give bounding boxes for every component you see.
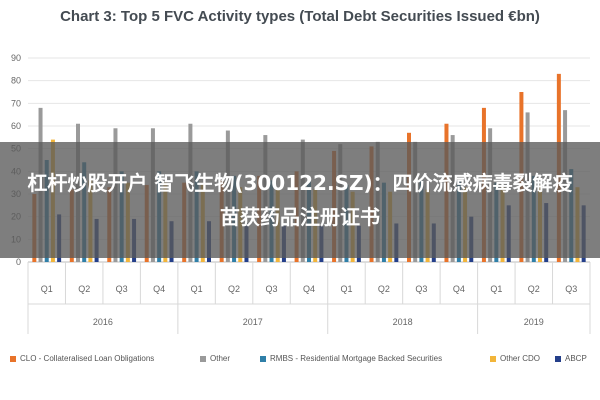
y-tick-label: 80 [11, 76, 21, 86]
overlay-headline[interactable]: 杠杆炒股开户 智飞生物(300122.SZ)：四价流感病毒裂解疫苗获药品注册证书 [27, 171, 573, 229]
x-tick-label-year: 2016 [93, 317, 113, 327]
legend-item: RMBS - Residential Mortgage Backed Secur… [260, 354, 442, 363]
x-tick-label-year: 2017 [243, 317, 263, 327]
legend-swatch [555, 355, 561, 362]
x-tick-label-quarter: Q2 [528, 284, 540, 294]
x-tick-label-year: 2019 [524, 317, 544, 327]
x-tick-label-quarter: Q4 [453, 284, 465, 294]
y-tick-label: 90 [11, 53, 21, 63]
x-tick-label-quarter: Q3 [266, 284, 278, 294]
legend-label: RMBS - Residential Mortgage Backed Secur… [270, 354, 443, 363]
x-tick-label-year: 2018 [393, 317, 413, 327]
y-tick-label: 60 [11, 121, 21, 131]
legend-swatch [10, 355, 16, 362]
y-tick-label: 70 [11, 98, 21, 108]
legend-swatch [260, 355, 266, 362]
x-tick-label-quarter: Q1 [490, 284, 502, 294]
legend-item: Other [200, 354, 230, 363]
legend-label: ABCP [565, 354, 587, 363]
legend-item: ABCP [555, 354, 587, 363]
chart-legend: CLO - Collateralised Loan Obligations Oth… [10, 354, 595, 370]
x-tick-label-quarter: Q2 [378, 284, 390, 294]
legend-label: CLO - Collateralised Loan Obligations [20, 354, 155, 363]
x-tick-label-quarter: Q2 [228, 284, 240, 294]
legend-label: Other CDO [500, 354, 541, 363]
x-tick-label-quarter: Q1 [191, 284, 203, 294]
legend-label: Other [210, 354, 231, 363]
legend-item: CLO - Collateralised Loan Obligations [10, 354, 154, 363]
chart-title: Chart 3: Top 5 FVC Activity types (Total… [60, 8, 540, 25]
legend-swatch [200, 355, 206, 362]
x-tick-label-quarter: Q2 [78, 284, 90, 294]
y-tick-label: 0 [16, 257, 21, 267]
x-tick-label-quarter: Q1 [41, 284, 53, 294]
news-overlay-banner[interactable]: 杠杆炒股开户 智飞生物(300122.SZ)：四价流感病毒裂解疫苗获药品注册证书 [0, 142, 600, 258]
legend-item: Other CDO [490, 354, 540, 363]
x-tick-label-quarter: Q3 [116, 284, 128, 294]
x-tick-label-quarter: Q3 [565, 284, 577, 294]
x-tick-label-quarter: Q4 [153, 284, 165, 294]
x-tick-label-quarter: Q1 [340, 284, 352, 294]
x-tick-label-quarter: Q4 [303, 284, 315, 294]
x-tick-label-quarter: Q3 [415, 284, 427, 294]
legend-swatch [490, 355, 496, 362]
